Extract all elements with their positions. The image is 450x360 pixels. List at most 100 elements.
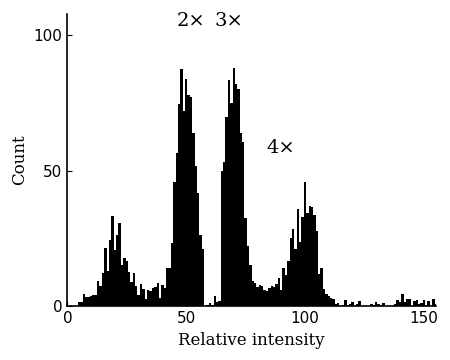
Bar bbox=[173, 181, 176, 306]
Bar bbox=[337, 303, 339, 306]
Bar bbox=[375, 302, 378, 306]
Bar bbox=[166, 267, 168, 306]
Bar bbox=[413, 301, 415, 306]
Bar bbox=[202, 249, 204, 306]
Bar bbox=[311, 207, 313, 306]
Bar bbox=[187, 95, 190, 306]
Bar bbox=[420, 303, 423, 306]
Bar bbox=[111, 216, 114, 306]
Bar bbox=[313, 215, 316, 306]
Bar bbox=[192, 133, 194, 306]
Bar bbox=[382, 303, 385, 306]
Text: 2×: 2× bbox=[176, 12, 205, 30]
Bar bbox=[95, 294, 97, 306]
Bar bbox=[214, 296, 216, 306]
Bar bbox=[378, 305, 380, 306]
Bar bbox=[159, 298, 161, 306]
Bar bbox=[107, 271, 109, 306]
Bar bbox=[216, 302, 218, 306]
Bar bbox=[81, 302, 83, 306]
Bar bbox=[344, 300, 346, 306]
Bar bbox=[154, 287, 157, 306]
Bar bbox=[152, 288, 154, 306]
Bar bbox=[318, 274, 320, 306]
Bar bbox=[415, 300, 418, 306]
Text: 4×: 4× bbox=[267, 139, 296, 157]
Bar bbox=[292, 229, 294, 306]
Bar bbox=[370, 304, 373, 306]
Bar bbox=[287, 261, 289, 306]
Bar bbox=[349, 304, 351, 306]
Bar bbox=[114, 250, 116, 306]
Bar bbox=[316, 231, 318, 306]
Bar bbox=[126, 261, 128, 306]
Bar bbox=[225, 117, 228, 306]
Bar bbox=[247, 246, 249, 306]
Bar bbox=[299, 242, 302, 306]
Bar bbox=[237, 89, 240, 306]
Bar bbox=[90, 296, 92, 306]
Bar bbox=[133, 273, 135, 306]
Bar bbox=[328, 296, 330, 306]
Bar bbox=[233, 68, 235, 306]
Bar bbox=[144, 300, 147, 306]
Bar bbox=[244, 218, 247, 306]
Bar bbox=[356, 304, 359, 306]
Bar bbox=[323, 289, 325, 306]
Bar bbox=[138, 296, 140, 306]
Bar bbox=[171, 243, 173, 306]
Bar bbox=[83, 294, 85, 306]
Bar bbox=[256, 287, 259, 306]
Bar bbox=[78, 302, 81, 306]
Bar bbox=[190, 96, 192, 306]
Bar bbox=[435, 304, 437, 306]
Bar bbox=[346, 305, 349, 306]
Bar bbox=[147, 290, 149, 306]
Bar bbox=[373, 305, 375, 306]
Bar bbox=[199, 235, 202, 306]
Bar bbox=[149, 291, 152, 306]
Y-axis label: Count: Count bbox=[11, 135, 28, 185]
Bar bbox=[425, 305, 427, 306]
Bar bbox=[406, 299, 409, 306]
Bar bbox=[164, 288, 166, 306]
X-axis label: Relative intensity: Relative intensity bbox=[178, 332, 325, 349]
Bar bbox=[197, 193, 199, 306]
Bar bbox=[302, 217, 304, 306]
Bar bbox=[209, 303, 211, 306]
Bar bbox=[275, 284, 278, 306]
Bar bbox=[278, 279, 280, 306]
Bar bbox=[394, 304, 396, 306]
Bar bbox=[289, 238, 292, 306]
Bar bbox=[123, 258, 126, 306]
Bar bbox=[218, 301, 220, 306]
Bar bbox=[135, 285, 138, 306]
Bar bbox=[85, 297, 88, 306]
Bar bbox=[330, 298, 333, 306]
Bar bbox=[242, 143, 244, 306]
Bar bbox=[270, 286, 273, 306]
Text: 3×: 3× bbox=[215, 12, 243, 30]
Bar bbox=[342, 305, 344, 306]
Bar bbox=[92, 295, 95, 306]
Bar bbox=[273, 287, 275, 306]
Bar bbox=[325, 294, 328, 306]
Bar bbox=[178, 104, 180, 306]
Bar bbox=[263, 290, 266, 306]
Bar bbox=[102, 273, 104, 306]
Bar bbox=[266, 291, 268, 306]
Bar bbox=[140, 284, 142, 306]
Bar bbox=[259, 285, 261, 306]
Bar bbox=[228, 80, 230, 306]
Bar bbox=[109, 240, 111, 306]
Bar bbox=[252, 281, 254, 306]
Bar bbox=[268, 288, 270, 306]
Bar bbox=[380, 305, 382, 306]
Bar bbox=[283, 267, 285, 306]
Bar bbox=[104, 248, 107, 306]
Bar bbox=[157, 283, 159, 306]
Bar bbox=[235, 84, 237, 306]
Bar bbox=[399, 302, 401, 306]
Bar bbox=[280, 290, 283, 306]
Bar bbox=[161, 285, 164, 306]
